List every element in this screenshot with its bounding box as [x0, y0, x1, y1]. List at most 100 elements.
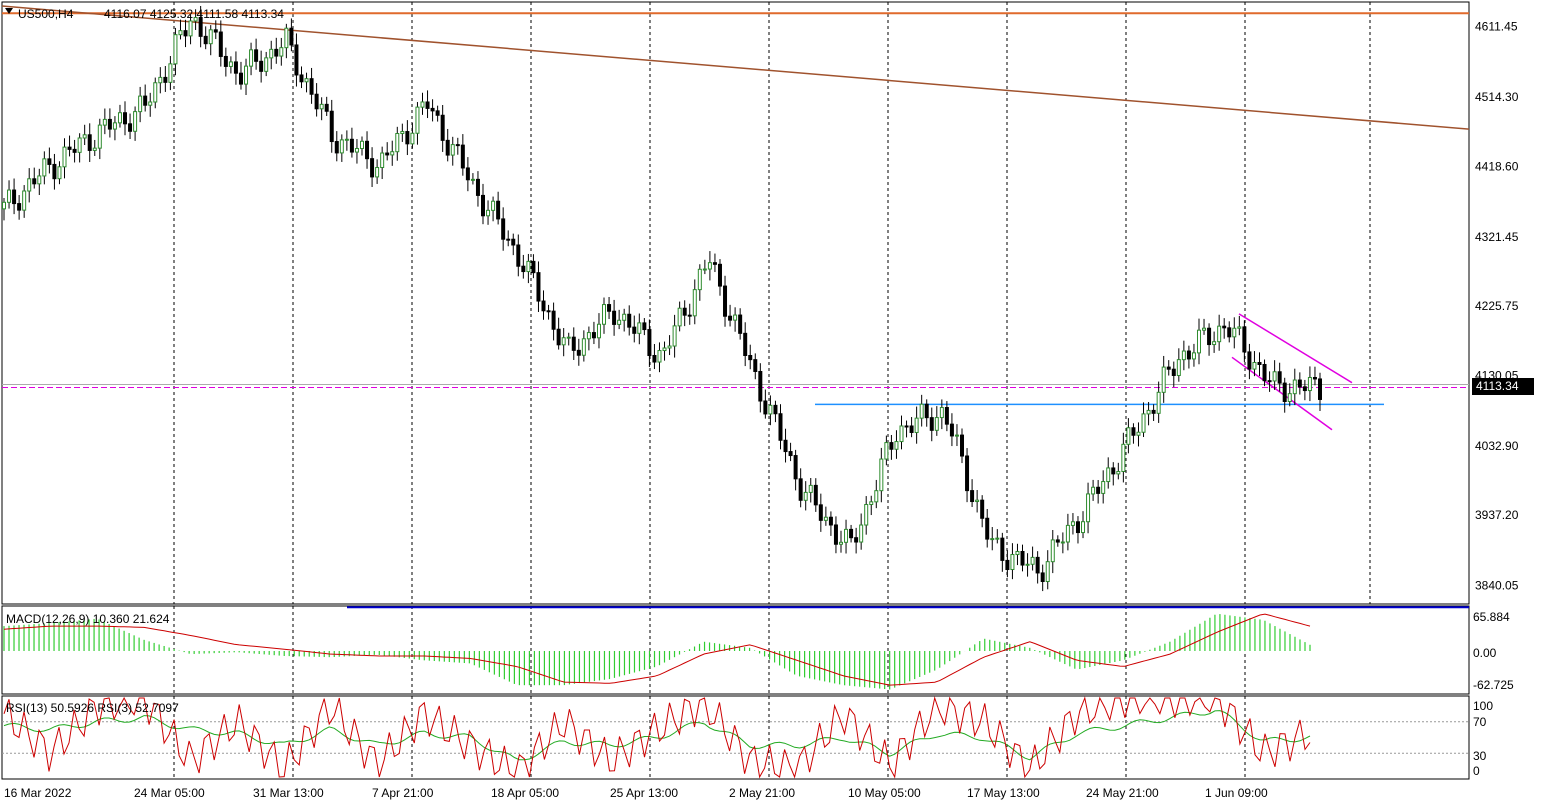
- candle-body: [733, 314, 738, 321]
- candle-body: [975, 499, 980, 503]
- rsi-tick-70: 70: [1473, 715, 1487, 729]
- candle-body: [859, 524, 864, 543]
- candle-body: [753, 359, 758, 372]
- candle-body: [960, 434, 965, 457]
- candle-body: [32, 178, 37, 185]
- candle-body: [692, 289, 697, 317]
- candle-body: [838, 541, 843, 545]
- candle-body: [349, 138, 354, 153]
- rsi-tick-0: 0: [1473, 764, 1480, 778]
- candle-body: [743, 332, 748, 357]
- candle-body: [833, 524, 838, 545]
- candle-body: [269, 48, 274, 59]
- candle-body: [1146, 409, 1151, 415]
- macd-label: MACD(12,26,9) 10.360 21.624: [6, 612, 170, 626]
- candle-body: [521, 265, 526, 273]
- candle-body: [67, 146, 72, 150]
- candle-body: [435, 110, 440, 116]
- rsi-label: RSI(13) 50.5926 RSI(3) 52.7097: [6, 701, 179, 715]
- candle-body: [803, 491, 808, 501]
- candle-body: [62, 146, 67, 168]
- candle-body: [894, 441, 899, 450]
- candle-body: [909, 425, 914, 433]
- candle-body: [425, 101, 430, 109]
- candle-body: [390, 151, 395, 156]
- candle-body: [501, 218, 506, 240]
- candle-body: [1020, 550, 1025, 566]
- candle-body: [107, 118, 112, 130]
- candle-body: [1247, 351, 1252, 370]
- candle-body: [980, 499, 985, 519]
- candle-body: [1181, 350, 1186, 361]
- candle-body: [1091, 486, 1096, 495]
- candle-body: [677, 307, 682, 327]
- candle-body: [1126, 427, 1131, 445]
- candle-body: [440, 114, 445, 141]
- candle-body: [1307, 376, 1312, 392]
- candle-body: [133, 111, 138, 132]
- candle-body: [788, 451, 793, 457]
- time-axis: 16 Mar 2022 24 Mar 05:00 31 Mar 13:00 7 Apr…: [4, 786, 1268, 800]
- candle-body: [92, 147, 97, 151]
- candle-body: [1292, 379, 1297, 395]
- candle-body: [405, 131, 410, 145]
- candle-body: [238, 72, 243, 85]
- candle-body: [702, 268, 707, 271]
- candle-body: [1302, 386, 1307, 392]
- macd-tick-bottom: -62.725: [1473, 678, 1514, 692]
- candle-body: [758, 370, 763, 402]
- candle-body: [541, 300, 546, 312]
- candle-body: [259, 60, 264, 72]
- symbol-dropdown-icon[interactable]: [5, 8, 13, 14]
- candle-body: [203, 35, 208, 45]
- candle-body: [712, 262, 717, 265]
- rsi13-line: [3, 710, 1311, 761]
- candle-body: [536, 272, 541, 302]
- time-tick-label: 10 May 05:00: [848, 786, 921, 800]
- candle-body: [1055, 539, 1060, 543]
- candle-body: [385, 152, 390, 156]
- candle-body: [1111, 467, 1116, 475]
- candle-body: [7, 189, 12, 203]
- candle-body: [1136, 431, 1141, 436]
- candle-body: [123, 112, 128, 125]
- candle-body: [1267, 380, 1272, 383]
- candle-body: [561, 337, 566, 346]
- candle-body: [97, 124, 102, 149]
- channel-lower-line: [1231, 356, 1333, 431]
- candle-body: [1242, 326, 1247, 353]
- candle-body: [813, 484, 818, 506]
- candle-body: [506, 238, 511, 241]
- candle-body: [1075, 521, 1080, 534]
- candle-body: [818, 504, 823, 521]
- candle-body: [1005, 559, 1010, 571]
- candle-body: [138, 95, 143, 113]
- candle-body: [642, 322, 647, 331]
- candle-body: [87, 134, 92, 151]
- time-tick-label: 25 Apr 13:00: [610, 786, 678, 800]
- candle-body: [193, 16, 198, 22]
- candle-body: [571, 336, 576, 351]
- candle-body: [687, 314, 692, 317]
- candle-body: [183, 30, 188, 37]
- candle-body: [919, 403, 924, 419]
- candle-body: [77, 137, 82, 153]
- candle-body: [324, 103, 329, 112]
- candle-body: [460, 144, 465, 169]
- candle-body: [329, 110, 334, 143]
- candle-body: [854, 537, 859, 543]
- price-tick-label: 3840.05: [1475, 578, 1519, 592]
- candle-body: [763, 400, 768, 415]
- candle-body: [773, 404, 778, 415]
- candle-body: [1161, 366, 1166, 393]
- candle-body: [430, 107, 435, 112]
- candle-body: [1171, 368, 1176, 376]
- candle-body: [723, 285, 728, 317]
- candle-body: [617, 319, 622, 325]
- candle-body: [112, 122, 117, 130]
- candle-body: [1086, 493, 1091, 523]
- price-tick-label: 3937.20: [1475, 508, 1519, 522]
- candle-body: [481, 194, 486, 217]
- candle-body: [264, 57, 269, 72]
- candle-body: [556, 328, 561, 346]
